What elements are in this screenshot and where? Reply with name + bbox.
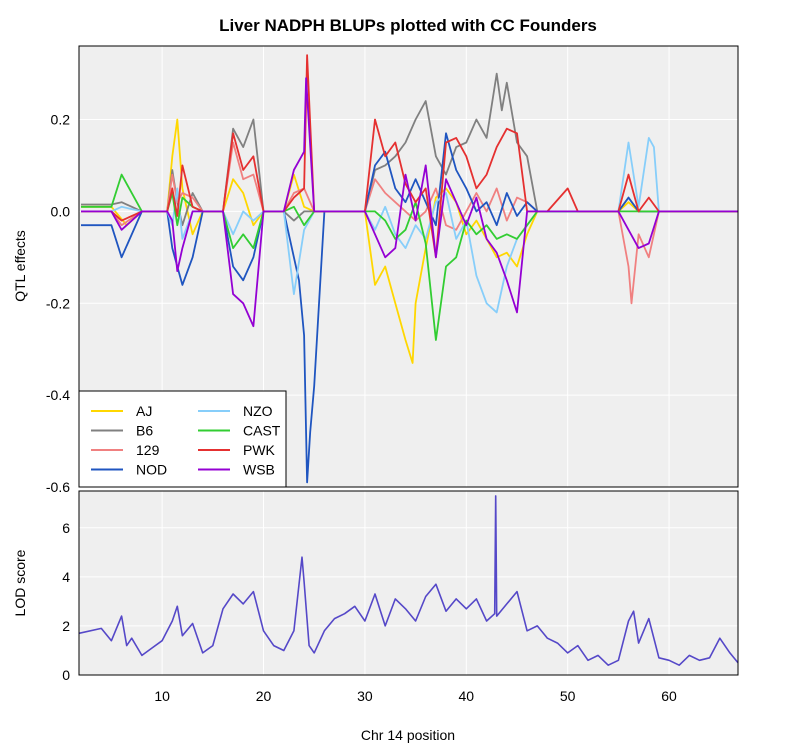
lod-score-line: [78, 495, 739, 667]
legend-label-b6: B6: [136, 423, 153, 439]
series-line-wsb: [81, 77, 738, 328]
legend-box: [78, 390, 287, 488]
bottom-y-axis-label: LOD score: [12, 549, 28, 616]
bottom-y-ticks: 0 2 4 6: [62, 520, 70, 683]
x-tick-label: 50: [560, 688, 576, 704]
legend-label-nzo: NZO: [243, 403, 273, 419]
bottom-y-tick-label: 6: [62, 520, 70, 536]
x-axis-label: Chr 14 position: [361, 727, 455, 743]
legend-label-aj: AJ: [136, 403, 152, 419]
top-plot-border: [78, 45, 739, 488]
x-tick-label: 20: [256, 688, 272, 704]
x-tick-label: 60: [661, 688, 677, 704]
qtl-effects-panel: 0.2 0.0 -0.2 -0.4 -0.6 QTL effects AJ B6 129 NO…: [12, 45, 739, 496]
top-y-axis-label: QTL effects: [12, 230, 28, 302]
bottom-y-tick-label: 4: [62, 569, 70, 585]
bottom-plot-background: [79, 491, 738, 675]
x-tick-label: 40: [459, 688, 475, 704]
bottom-x-ticks: 10 20 30 40 50 60: [154, 688, 677, 704]
top-y-ticks: 0.2 0.0 -0.2 -0.4 -0.6: [46, 112, 70, 496]
legend: AJ B6 129 NOD NZO CAST PWK WSB: [78, 390, 287, 488]
chart-title: Liver NADPH BLUPs plotted with CC Founde…: [219, 16, 597, 35]
lod-score-panel: 0 2 4 6 10 20 30 40 50 60 LOD score Chr 14 posit…: [12, 490, 739, 743]
top-y-tick-label: -0.4: [46, 387, 70, 403]
top-y-tick-label: 0.2: [51, 112, 71, 128]
x-tick-label: 10: [154, 688, 170, 704]
top-y-tick-label: 0.0: [51, 203, 71, 219]
top-series-lines: [81, 54, 738, 484]
top-y-tick-label: -0.2: [46, 295, 70, 311]
legend-label-wsb: WSB: [243, 462, 275, 478]
legend-label-nod: NOD: [136, 462, 167, 478]
legend-label-cast: CAST: [243, 423, 281, 439]
legend-label-pwk: PWK: [243, 442, 276, 458]
bottom-series-lines: [78, 495, 739, 667]
bottom-y-tick-label: 0: [62, 667, 70, 683]
bottom-plot-border: [78, 490, 739, 676]
x-tick-label: 30: [357, 688, 373, 704]
legend-label-129: 129: [136, 442, 160, 458]
bottom-y-tick-label: 2: [62, 618, 70, 634]
top-y-tick-label: -0.6: [46, 479, 70, 495]
